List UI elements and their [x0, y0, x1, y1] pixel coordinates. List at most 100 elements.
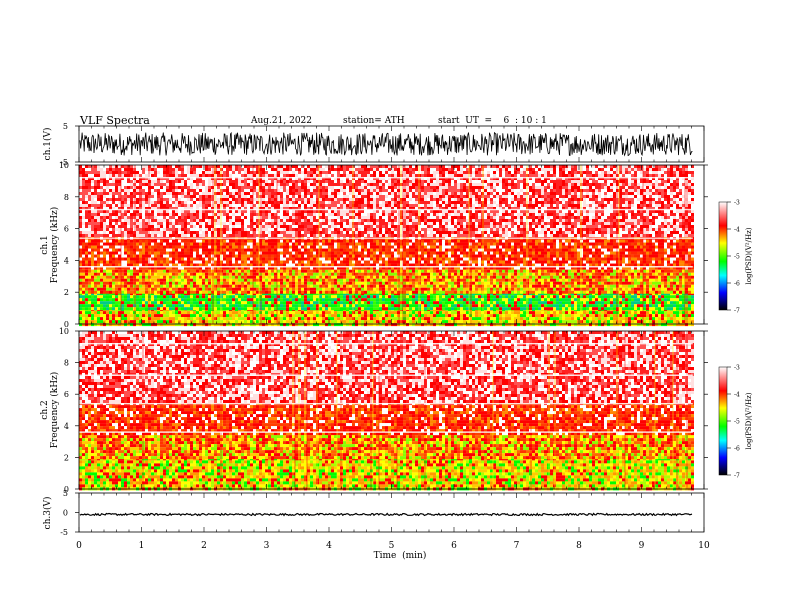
spectrogram-cell	[517, 291, 520, 294]
spectrogram-cell	[349, 304, 352, 307]
spectrogram-cell	[112, 311, 115, 314]
spectrogram-cell	[244, 295, 247, 298]
spectrogram-cell	[430, 317, 433, 320]
spectrogram-cell	[184, 320, 187, 323]
spectrogram-cell	[463, 311, 466, 314]
spectrogram-cell	[652, 288, 655, 291]
spectrogram-cell	[181, 282, 184, 285]
spectrogram-cell	[343, 317, 346, 320]
spectrogram-cell	[310, 240, 313, 243]
spectrogram-cell	[499, 282, 502, 285]
spectrogram-cell	[235, 311, 238, 314]
spectrogram-cell	[223, 276, 226, 279]
spectrogram-cell	[535, 270, 538, 273]
spectrogram-cell	[166, 304, 169, 307]
spectrogram-cell	[406, 317, 409, 320]
spectrogram-cell	[517, 243, 520, 246]
spectrogram-cell	[286, 270, 289, 273]
spectrogram-cell	[421, 323, 424, 326]
spectrogram-cell	[271, 298, 274, 301]
spectrogram-cell	[136, 279, 139, 282]
spectrogram-cell	[541, 285, 544, 288]
spectrogram-cell	[163, 291, 166, 294]
spectrogram-cell	[559, 285, 562, 288]
spectrogram-cell	[328, 282, 331, 285]
spectrogram-cell	[85, 304, 88, 307]
spectrogram-cell	[190, 276, 193, 279]
spectrogram-cell	[91, 273, 94, 276]
spectrogram-cell	[313, 276, 316, 279]
spectrogram-cell	[325, 279, 328, 282]
spectrogram-cell	[292, 291, 295, 294]
spectrogram-cell	[574, 301, 577, 304]
spectrogram-cell	[196, 298, 199, 301]
spectrogram-cell	[535, 304, 538, 307]
spectrogram-cell	[529, 304, 532, 307]
spectrogram-cell	[235, 270, 238, 273]
spectrogram-cell	[190, 314, 193, 317]
spectrogram-cell	[664, 273, 667, 276]
spectrogram-cell	[691, 291, 694, 294]
spectrogram-cell	[361, 311, 364, 314]
spectrogram-cell	[625, 307, 628, 310]
spectrogram-cell	[604, 282, 607, 285]
spectrogram-cell	[340, 279, 343, 282]
spectrogram-cell	[232, 243, 235, 246]
spectrogram-cell	[565, 273, 568, 276]
spectrogram-cell	[286, 295, 289, 298]
spectrogram-cell	[598, 288, 601, 291]
spectrogram-cell	[265, 304, 268, 307]
spectrogram-cell	[100, 320, 103, 323]
spectrogram-cell	[175, 323, 178, 326]
spectrogram-cell	[430, 285, 433, 288]
spectrogram-cell	[496, 240, 499, 243]
spectrogram-cell	[565, 295, 568, 298]
spectrogram-cell	[187, 307, 190, 310]
spectrogram-cell	[487, 320, 490, 323]
spectrogram-cell	[502, 270, 505, 273]
spectrogram-cell	[322, 317, 325, 320]
spectrogram-cell	[313, 301, 316, 304]
spectrogram-cell	[568, 320, 571, 323]
spectrogram-cell	[169, 282, 172, 285]
spectrogram-cell	[295, 323, 298, 326]
spectrogram-cell	[292, 307, 295, 310]
spectrogram-cell	[547, 320, 550, 323]
spectrogram-cell	[373, 307, 376, 310]
spectrogram-cell	[361, 304, 364, 307]
spectrogram-cell	[184, 240, 187, 243]
spectrogram-cell	[520, 298, 523, 301]
spectrogram-cell	[238, 270, 241, 273]
spectrogram-cell	[223, 301, 226, 304]
spectrogram-cell	[445, 270, 448, 273]
spectrogram-cell	[301, 320, 304, 323]
spectrogram-cell	[172, 311, 175, 314]
spectrogram-cell	[415, 270, 418, 273]
spectrogram-cell	[493, 311, 496, 314]
spectrogram-cell	[430, 320, 433, 323]
spectrogram-cell	[283, 285, 286, 288]
spectrogram-cell	[202, 273, 205, 276]
spectrogram-cell	[505, 304, 508, 307]
spectrogram-cell	[676, 240, 679, 243]
spectrogram-cell	[109, 307, 112, 310]
spectrogram-cell	[157, 285, 160, 288]
spectrogram-cell	[478, 282, 481, 285]
spectrogram-cell	[508, 311, 511, 314]
spectrogram-cell	[370, 285, 373, 288]
spectrogram-cell	[538, 311, 541, 314]
spectrogram-cell	[331, 279, 334, 282]
spectrogram-cell	[673, 243, 676, 246]
spectrogram-cell	[406, 273, 409, 276]
spectrogram-cell	[271, 285, 274, 288]
spectrogram-cell	[196, 317, 199, 320]
spectrogram-cell	[496, 320, 499, 323]
spectrogram-cell	[448, 298, 451, 301]
spectrogram-cell	[328, 314, 331, 317]
spectrogram-cell	[511, 295, 514, 298]
spectrogram-cell	[217, 240, 220, 243]
spectrogram-cell	[604, 298, 607, 301]
spectrogram-cell	[595, 240, 598, 243]
spectrogram-cell	[289, 317, 292, 320]
spectrogram-cell	[136, 243, 139, 246]
